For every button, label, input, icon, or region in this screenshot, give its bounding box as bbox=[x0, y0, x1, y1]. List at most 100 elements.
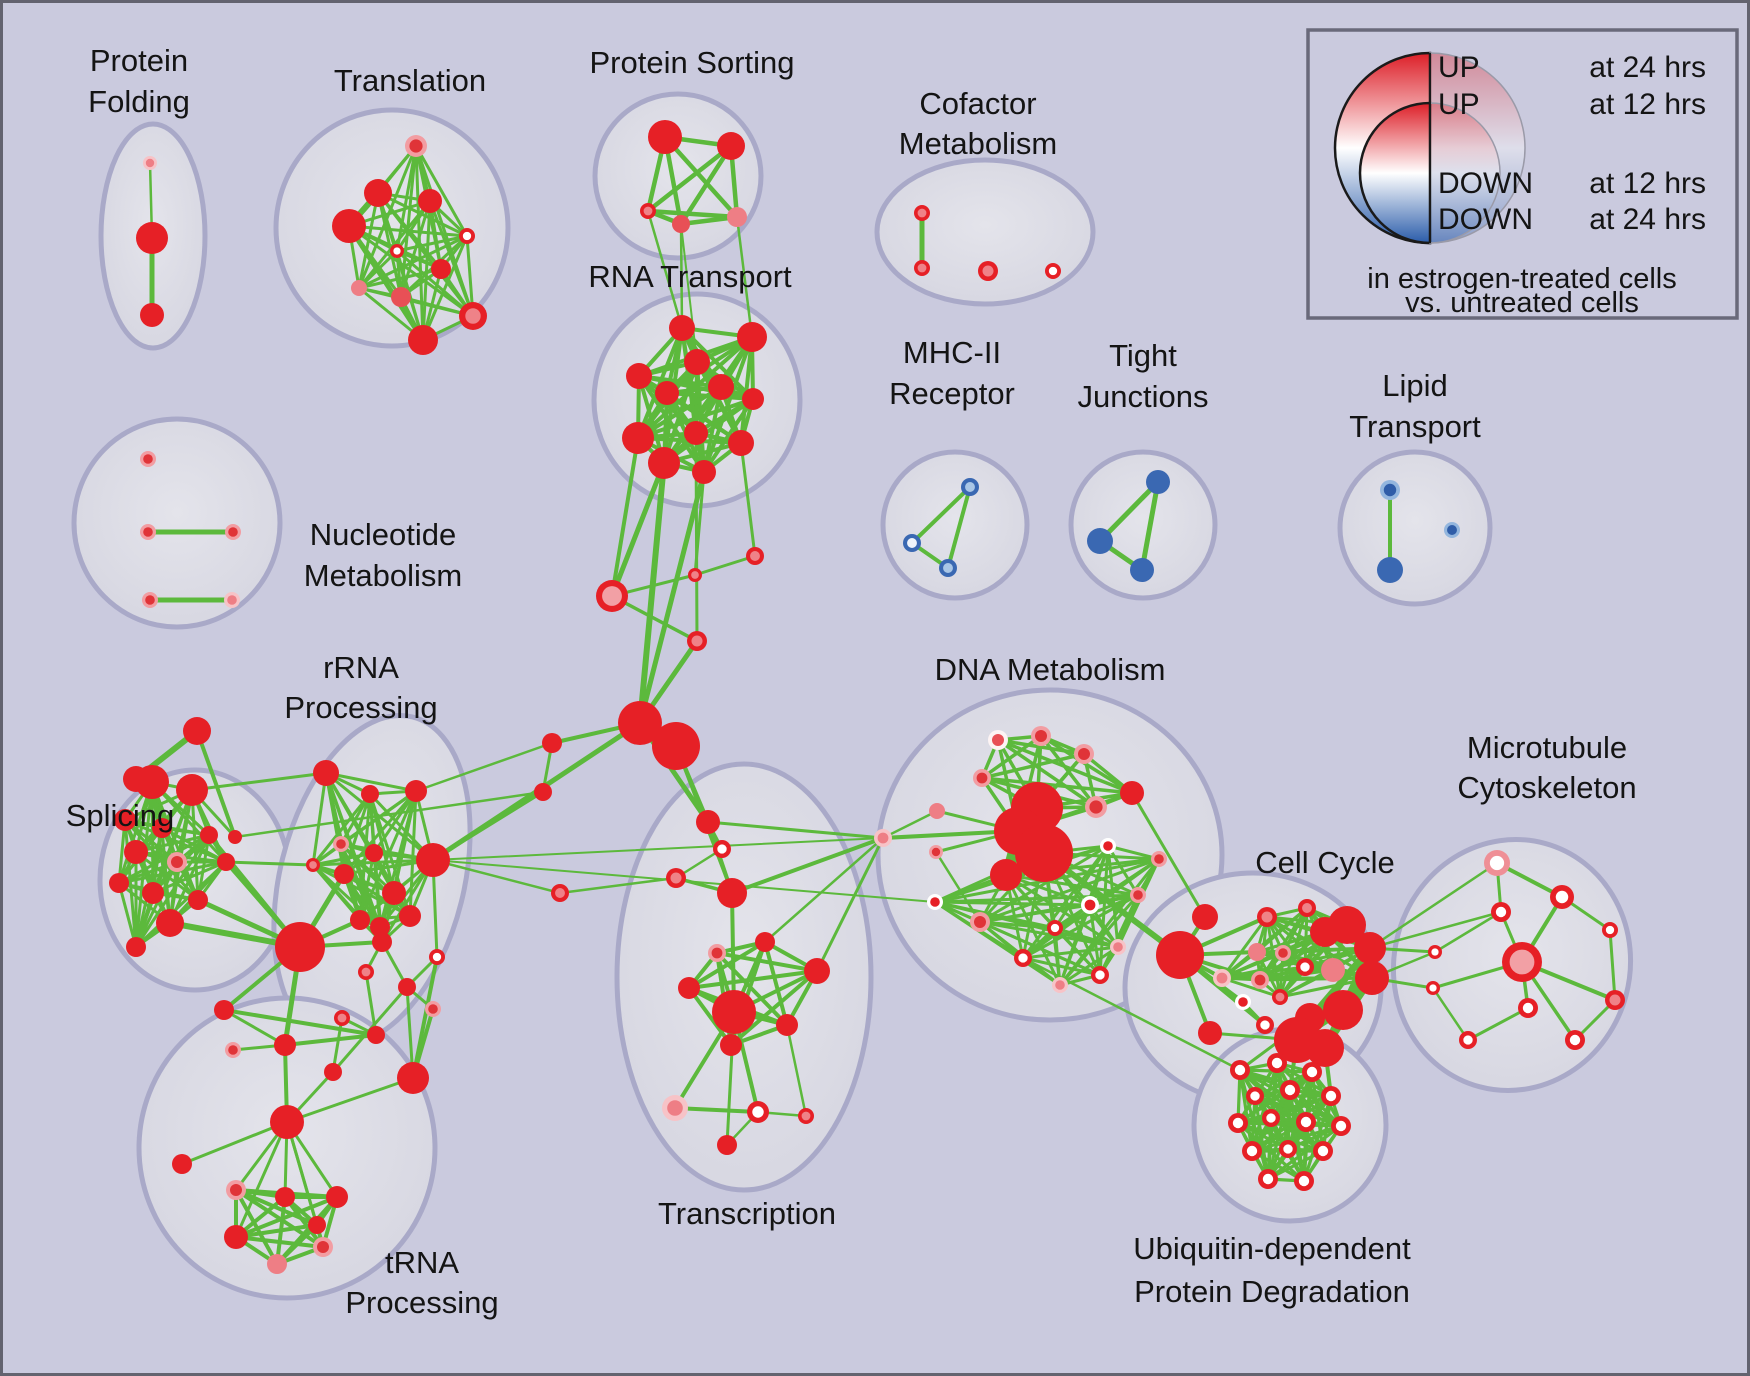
edge-sp9-sp13 bbox=[117, 881, 138, 949]
node-mh3 bbox=[939, 559, 957, 577]
edge-dm11-dm20 bbox=[1098, 893, 1140, 977]
node-tnh bbox=[270, 1105, 304, 1139]
node-dm4 bbox=[973, 769, 991, 787]
node-t3 bbox=[418, 189, 442, 213]
node-pf1 bbox=[143, 156, 157, 170]
cluster-label-nucleotide-metabolism: Nucleotide Metabolism bbox=[304, 517, 463, 593]
node-rt7 bbox=[742, 388, 764, 410]
edge-cc7-cc20 bbox=[1220, 951, 1285, 980]
node-mt7 bbox=[1605, 990, 1625, 1010]
node-cch1 bbox=[1156, 931, 1204, 979]
edge-rt8-ch3 bbox=[610, 436, 640, 598]
node-tx7 bbox=[678, 977, 700, 999]
node-sphub bbox=[275, 922, 325, 972]
cluster-label-transcription: Transcription bbox=[658, 1196, 836, 1231]
node-rr4 bbox=[333, 836, 349, 852]
edge-ch3-ch4 bbox=[610, 594, 699, 643]
edge-ps2-ps4 bbox=[678, 143, 734, 227]
edge-ch7-rr3 bbox=[414, 741, 554, 793]
node-rt8 bbox=[622, 422, 654, 454]
node-ub1 bbox=[1230, 1060, 1250, 1080]
node-t7 bbox=[431, 259, 451, 279]
node-ch8 bbox=[534, 783, 552, 801]
edge-dmh4-dm19 bbox=[1004, 873, 1062, 987]
node-rr13 bbox=[429, 949, 445, 965]
edge-sp8-sp13 bbox=[134, 860, 228, 949]
node-ub4 bbox=[1246, 1087, 1264, 1105]
edge-dm9-dm20 bbox=[1098, 844, 1110, 977]
node-tx4 bbox=[717, 878, 747, 908]
cluster-label-mhc-ii-receptor: MHC-II Receptor bbox=[889, 335, 1015, 411]
node-pf3 bbox=[140, 303, 164, 327]
edge-rrhub-cn1 bbox=[432, 837, 884, 861]
edge-sp4-sp8 bbox=[160, 826, 228, 864]
node-rr11 bbox=[370, 917, 390, 937]
legend-direction-2: DOWN bbox=[1438, 167, 1533, 200]
node-dm19 bbox=[1052, 977, 1068, 993]
node-ub10 bbox=[1331, 1116, 1351, 1136]
legend-gradient-circle-left bbox=[1358, 101, 1432, 245]
node-rr10 bbox=[350, 910, 370, 930]
edge-ub5-ub7 bbox=[1236, 1088, 1292, 1125]
node-nm3 bbox=[225, 524, 241, 540]
node-tn10 bbox=[224, 1225, 248, 1249]
node-t5 bbox=[459, 228, 475, 244]
legend-time-1: at 12 hrs bbox=[1589, 88, 1706, 121]
node-rt1 bbox=[669, 315, 695, 341]
node-tn12 bbox=[267, 1254, 287, 1274]
edge-t3-t10 bbox=[428, 199, 475, 318]
cluster-nucleotide-metabolism bbox=[71, 416, 283, 630]
node-ub2 bbox=[1267, 1053, 1287, 1073]
cluster-label-protein-folding: Protein Folding bbox=[88, 43, 190, 119]
node-cc6 bbox=[1248, 943, 1266, 961]
node-dm13 bbox=[1047, 920, 1063, 936]
network-nodes-layer bbox=[109, 120, 1625, 1274]
node-ub9 bbox=[1296, 1112, 1316, 1132]
cluster-lipid-transport bbox=[1337, 449, 1493, 607]
node-tj2 bbox=[1087, 528, 1113, 554]
edge-dm14-dm17 bbox=[933, 900, 1120, 949]
node-ch1 bbox=[688, 568, 702, 582]
legend-direction-1: UP bbox=[1438, 88, 1480, 121]
node-lt1 bbox=[1380, 480, 1400, 500]
node-tn5 bbox=[324, 1063, 342, 1081]
node-cn1 bbox=[874, 829, 892, 847]
edge-sp8-sp9 bbox=[117, 860, 228, 885]
legend-text: UP at 24 hrs UP at 12 hrs DOWN at 12 hrs DOWN a… bbox=[1367, 51, 1706, 319]
node-rr2 bbox=[361, 785, 379, 803]
cluster-protein-sorting bbox=[592, 91, 764, 261]
edge-rt7-rt11 bbox=[662, 397, 755, 465]
node-tx10 bbox=[720, 1034, 742, 1056]
edge-dm16-dm17 bbox=[1021, 945, 1120, 960]
node-cc5 bbox=[1354, 932, 1386, 964]
edge-tn10-tn13 bbox=[234, 1223, 319, 1239]
legend-time-3: at 24 hrs bbox=[1589, 203, 1706, 236]
node-ch5 bbox=[618, 701, 662, 745]
node-t1 bbox=[405, 135, 427, 157]
edge-tx11-tx12 bbox=[673, 1106, 760, 1114]
edge-dm5-cn1 bbox=[881, 809, 939, 840]
node-rr16 bbox=[425, 1001, 441, 1017]
node-t2 bbox=[364, 179, 392, 207]
node-sp5 bbox=[200, 826, 218, 844]
legend-footer-1: vs. untreated cells bbox=[1405, 287, 1639, 319]
legend-footer-0: in estrogen-treated cells bbox=[1367, 263, 1677, 295]
node-t11 bbox=[408, 325, 438, 355]
node-dmh4 bbox=[990, 859, 1022, 891]
edge-t5-t6 bbox=[395, 234, 469, 253]
edge-rt11-ch3 bbox=[609, 460, 667, 599]
edge-dm15-dm17 bbox=[978, 920, 1120, 949]
edge-tx5-tx9 bbox=[763, 940, 789, 1027]
edge-dm16-ub1 bbox=[1021, 956, 1242, 1072]
edge-tnh-tn10 bbox=[234, 1120, 289, 1239]
edge-dm18-dm8 bbox=[1130, 791, 1207, 919]
edge-tx6-tx9 bbox=[715, 951, 789, 1027]
node-mt6 bbox=[1502, 942, 1542, 982]
node-sp10 bbox=[142, 882, 164, 904]
edge-rt1-rt8 bbox=[636, 326, 684, 440]
node-tx6 bbox=[708, 944, 726, 962]
edge-tx1-cn1 bbox=[706, 820, 885, 840]
edge-sp3-sp13 bbox=[123, 818, 138, 949]
node-rr8 bbox=[382, 881, 406, 905]
node-mh2 bbox=[903, 534, 921, 552]
